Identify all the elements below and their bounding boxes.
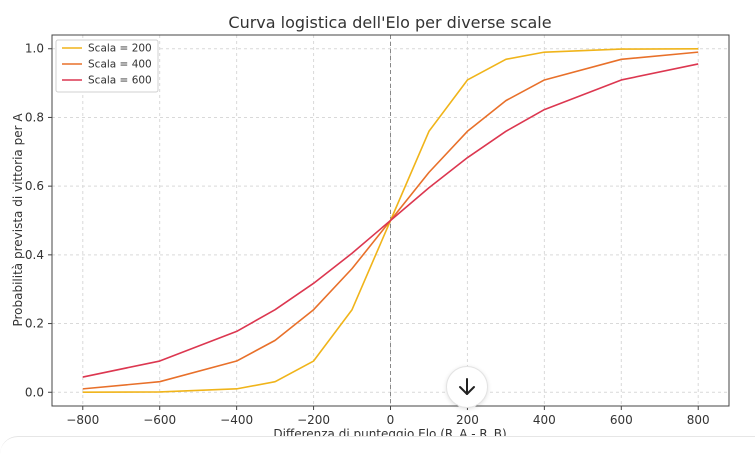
series-lines [82,47,699,394]
chart-title: Curva logistica dell'Elo per diverse sca… [228,13,551,32]
y-tick-label: 1.0 [25,42,44,56]
x-tick-label: −600 [143,413,176,427]
y-ticks: 0.0 0.2 0.4 0.6 0.8 1.0 [25,42,52,399]
x-tick-label: 600 [610,413,633,427]
x-tick-label: 0 [387,413,395,427]
y-axis-label: Probabilità prevista di vittoria per A [11,113,25,327]
arrow-down-icon [459,378,475,395]
y-tick-label: 0.0 [25,385,44,399]
bottom-panel [0,436,755,467]
legend-label: Scala = 200 [88,43,152,55]
x-tick-label: 200 [456,413,479,427]
legend-label: Scala = 400 [88,59,152,71]
x-ticks: −800 −600 −400 −200 0 200 400 600 800 [66,406,710,427]
scroll-down-button[interactable] [446,366,488,408]
legend-box [55,39,159,93]
legend-label: Scala = 600 [88,75,152,87]
y-tick-label: 0.4 [25,248,44,262]
x-tick-label: 400 [533,413,556,427]
x-tick-label: −800 [66,413,99,427]
x-tick-label: −400 [220,413,253,427]
chart: −800 −600 −400 −200 0 200 400 600 800 0.00.20.40… [11,13,730,436]
legend: Scala = 200 Scala = 400 Scala = 600 [55,39,159,93]
series-line-3 [82,63,699,378]
x-axis-label: Differenza di punteggio Elo (R_A - R_B) [273,427,506,436]
y-tick-label: 0.8 [25,110,44,124]
x-tick-label: −200 [297,413,330,427]
y-tick-label: 0.2 [25,317,44,331]
x-tick-label: 800 [687,413,710,427]
y-tick-label: 0.6 [25,179,44,193]
